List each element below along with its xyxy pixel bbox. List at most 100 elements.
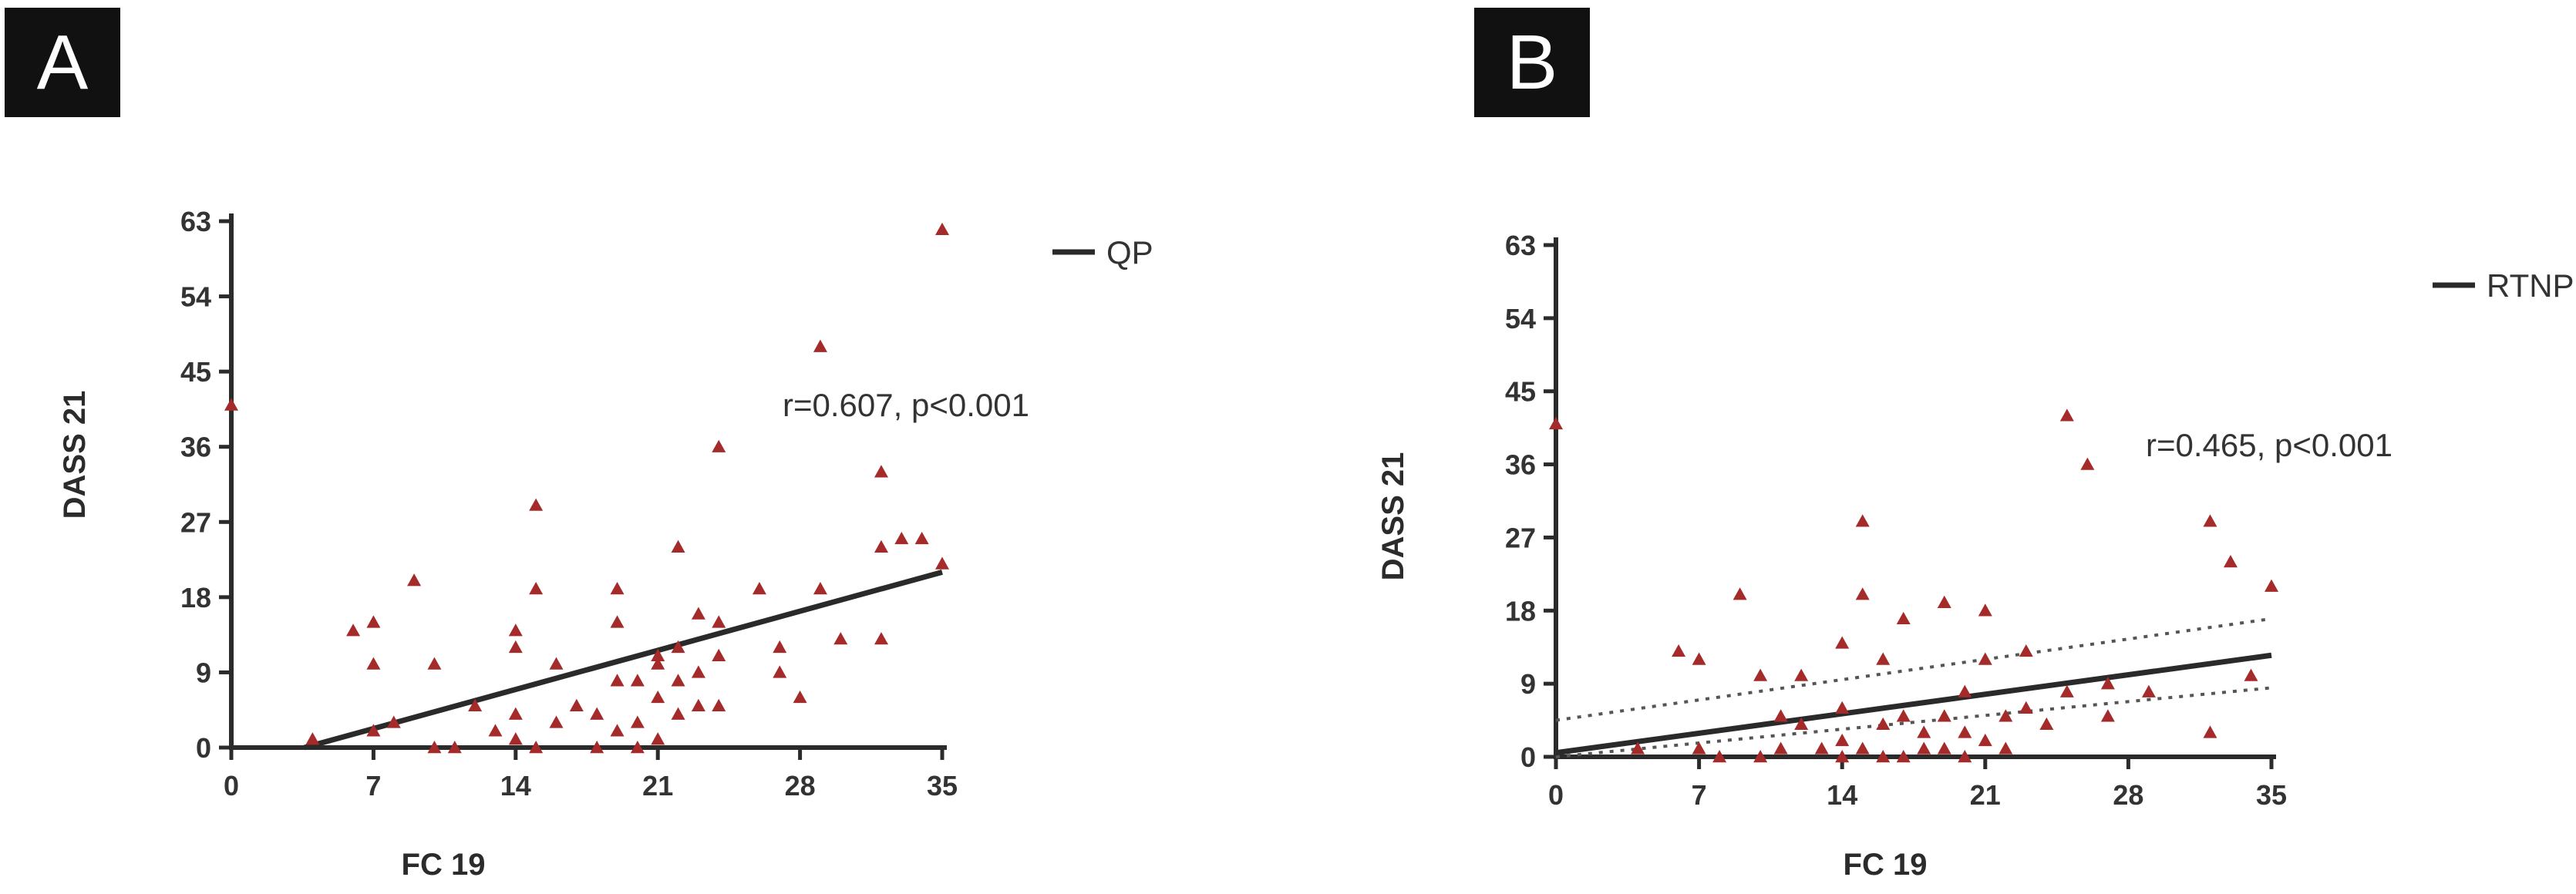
data-point [813,582,827,595]
ci-upper-line [1555,617,2272,722]
data-point [508,640,523,654]
data-point [2059,408,2074,422]
data-point [2080,457,2095,470]
data-point [590,741,604,754]
data-point [1732,587,1747,600]
data-point [1896,611,1911,625]
data-point [1917,725,1931,738]
data-point [1773,709,1788,722]
data-point [2059,684,2074,697]
data-point [569,698,584,711]
x-axis-title: FC 19 [1844,848,1928,882]
data-point [366,724,381,737]
x-tick-label: 0 [224,770,239,802]
data-point [2203,514,2217,527]
y-tick-label: 54 [180,281,211,313]
data-point [366,615,381,628]
y-tick-label: 0 [1520,741,1536,773]
y-tick-label: 36 [180,432,211,463]
data-point [610,724,625,737]
data-point [691,698,705,711]
data-point [1835,750,1850,763]
data-point [793,690,807,704]
data-point [712,698,726,711]
data-point [529,498,544,511]
correlation-annotation: r=0.465, p<0.001 [2146,427,2392,463]
data-point [1835,733,1850,747]
data-point [508,707,523,720]
x-tick-label: 7 [365,770,381,802]
data-point [630,741,645,754]
data-point [346,623,361,637]
data-point [712,648,726,661]
data-point [1835,636,1850,649]
data-point [2141,684,2156,697]
x-tick-label: 21 [1970,779,2001,811]
data-point [671,640,685,654]
plot-area: 0 9 18 27 36 45 54 63 0 7 14 21 28 35 [1505,230,2287,811]
data-point [894,531,909,545]
data-point [1917,741,1931,755]
data-point [651,648,665,661]
panel-label-b: B [1474,8,1590,117]
scatter-chart-qp: DASS 21 FC 19 r=0.607, p<0.001 QP 0 9 18 27… [58,206,1153,882]
data-point [773,640,787,654]
y-axis-title: DASS 21 [1376,452,1410,581]
correlation-annotation: r=0.607, p<0.001 [783,387,1029,423]
data-point [2203,725,2217,738]
x-tick-label: 0 [1548,779,1564,811]
y-tick-label: 0 [196,732,211,764]
y-tick-label: 63 [1505,230,1536,261]
data-point [773,665,787,678]
data-point [651,690,665,704]
data-point [2265,579,2278,592]
plot-area: 0 9 18 27 36 45 54 63 0 7 14 21 28 35 [180,206,958,802]
data-point [2223,555,2238,568]
y-tick-label: 9 [1520,668,1536,700]
ci-lower-line [1555,686,2272,758]
data-point [610,582,625,595]
data-point [386,715,401,728]
data-point [508,623,523,637]
data-point [2039,717,2054,731]
y-tick-label: 45 [180,356,211,388]
x-tick-label: 7 [1692,779,1707,811]
data-point [1978,603,1992,617]
data-point [610,674,625,687]
data-point [1855,514,1870,527]
data-point [447,741,462,754]
data-point [488,724,503,737]
data-point [1896,709,1911,722]
data-point [529,582,544,595]
data-point [935,556,949,570]
data-point [630,715,645,728]
y-tick-label: 45 [1505,376,1536,408]
data-point [935,222,949,236]
data-point [305,732,320,745]
data-point [813,339,827,352]
data-point [1753,750,1768,763]
data-point [1712,750,1727,763]
x-tick-label: 14 [500,770,531,802]
data-point [1999,709,2013,722]
data-point [590,707,604,720]
data-point [651,732,665,745]
data-point [1937,741,1951,755]
data-point [1835,701,1850,714]
data-point [1978,652,1992,665]
data-point [874,632,888,645]
data-point [671,707,685,720]
data-point [549,657,564,670]
x-tick-label: 14 [1827,779,1857,811]
x-tick-label: 35 [927,770,958,802]
data-point [1794,717,1809,731]
data-point [651,657,665,670]
data-point [1692,652,1706,665]
data-point [712,439,726,452]
x-tick-label: 28 [2113,779,2143,811]
y-tick-label: 9 [196,657,211,688]
data-point [468,698,483,711]
data-point [427,657,442,670]
data-point [833,632,848,645]
data-point [1672,644,1686,657]
